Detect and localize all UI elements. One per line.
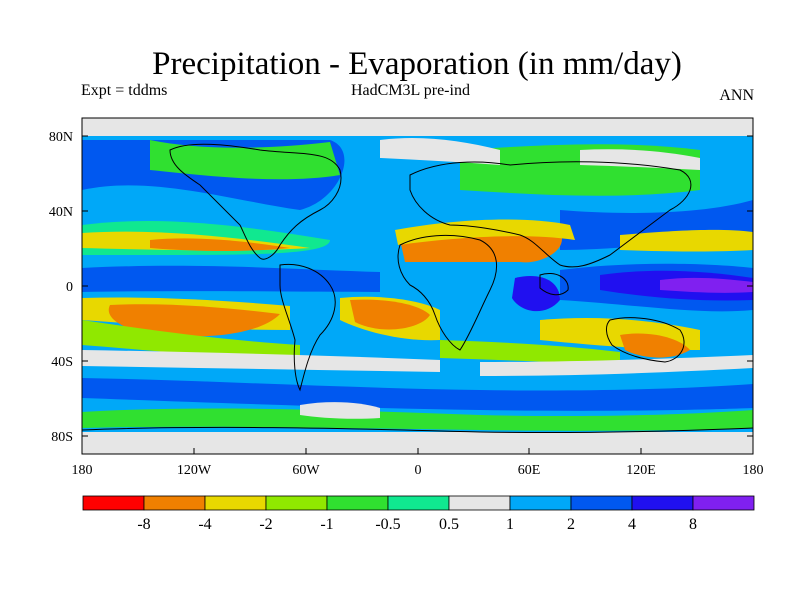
colorbar-label: -8 (137, 516, 150, 533)
lon-label-120e: 120E (626, 463, 656, 478)
colorbar-label: -1 (320, 516, 333, 533)
colorbar-swatch (448, 495, 511, 511)
colorbar-label: 2 (567, 516, 575, 533)
colorbar-swatch (387, 495, 450, 511)
lon-label-180w: 180 (72, 463, 93, 478)
season-label: ANN (719, 87, 754, 104)
colorbar-label: 1 (506, 516, 514, 533)
colorbar-swatch (143, 495, 206, 511)
lon-label-120w: 120W (177, 463, 212, 478)
coastlines (82, 143, 753, 434)
colorbar-swatch (692, 495, 755, 511)
colorbar-swatch (326, 495, 389, 511)
colorbar-swatch (265, 495, 328, 511)
lat-label-40s: 40S (51, 355, 73, 370)
lon-label-60e: 60E (518, 463, 541, 478)
lon-label-0: 0 (415, 463, 422, 478)
lat-label-40n: 40N (49, 205, 73, 220)
experiment-label: Expt = tddms (81, 82, 168, 99)
chart-title: Precipitation - Evaporation (in mm/day) (152, 46, 682, 82)
colorbar-label: 8 (689, 516, 697, 533)
lat-label-0: 0 (66, 280, 73, 295)
colorbar-swatch (631, 495, 694, 511)
lat-label-80n: 80N (49, 130, 73, 145)
colorbar-label: 4 (628, 516, 636, 533)
colorbar-swatch (570, 495, 633, 511)
colorbar: -8 -4 -2 -1 -0.5 0.5 1 2 4 8 (82, 495, 755, 533)
colorbar-swatch (509, 495, 572, 511)
colorbar-swatch (204, 495, 267, 511)
lon-label-180e: 180 (743, 463, 764, 478)
lat-label-80s: 80S (51, 430, 73, 445)
lon-label-60w: 60W (292, 463, 320, 478)
model-label: HadCM3L pre-ind (351, 82, 470, 99)
map-field (82, 118, 753, 454)
colorbar-label: -4 (198, 516, 211, 533)
colorbar-swatch (82, 495, 145, 511)
colorbar-label: 0.5 (439, 516, 459, 533)
colorbar-label: -2 (259, 516, 272, 533)
colorbar-label: -0.5 (375, 516, 400, 533)
